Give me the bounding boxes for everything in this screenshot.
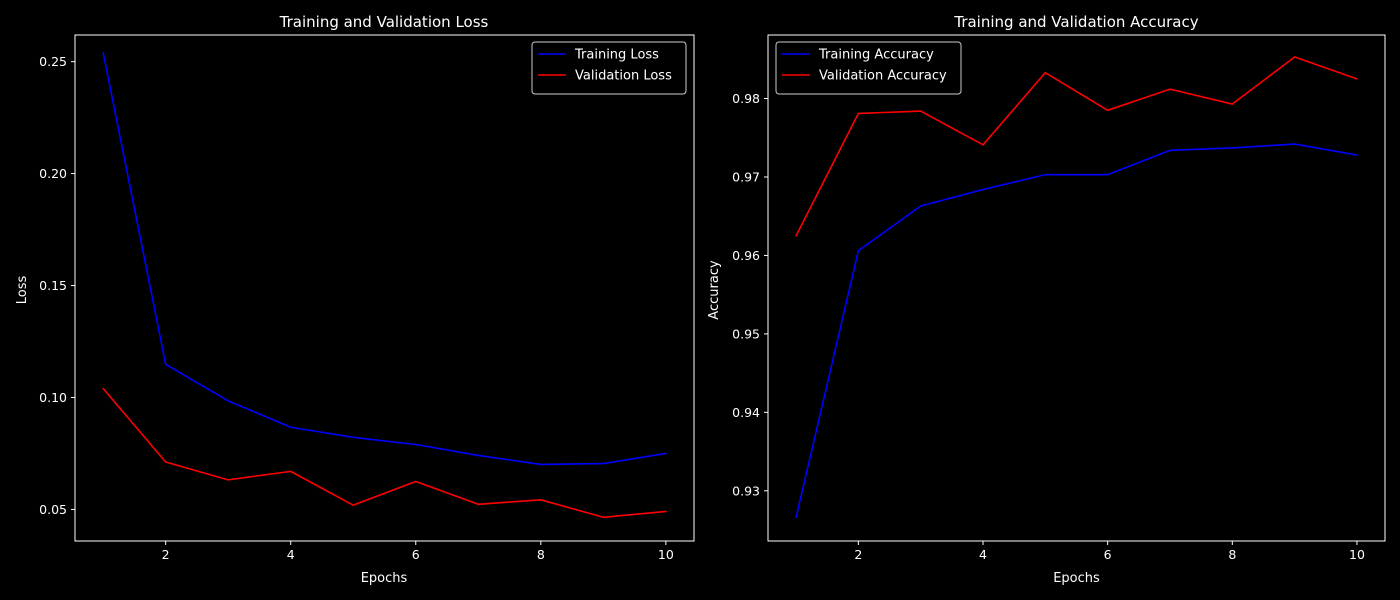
data-point — [1169, 149, 1171, 152]
series-line-validation-loss — [102, 388, 666, 519]
y-tick-label: 0.97 — [732, 169, 760, 184]
y-tick-label: 0.93 — [732, 483, 760, 498]
data-point — [1356, 78, 1358, 80]
series-line-training-accuracy — [795, 143, 1358, 518]
y-tick-label: 0.05 — [39, 502, 67, 517]
series-lines — [795, 56, 1358, 519]
data-point — [857, 249, 860, 252]
x-tick-label: 4 — [979, 547, 987, 562]
legend: Training Accuracy Validation Accuracy — [775, 41, 962, 95]
plot-frame — [767, 34, 1386, 542]
data-point — [477, 454, 480, 457]
data-point — [164, 461, 167, 463]
y-tick-label: 0.10 — [39, 390, 67, 405]
x-tick-label: 4 — [287, 547, 295, 562]
data-point — [1293, 143, 1296, 145]
data-point — [857, 112, 860, 115]
y-tick-label: 0.96 — [732, 248, 760, 263]
data-point — [1044, 71, 1047, 74]
data-point — [289, 426, 292, 429]
y-tick-label: 0.25 — [39, 54, 67, 69]
data-point — [540, 463, 542, 466]
data-point — [795, 516, 797, 519]
data-point — [665, 452, 667, 455]
data-point — [602, 516, 605, 519]
x-tick-label: 8 — [1228, 547, 1236, 562]
data-point — [1231, 147, 1234, 149]
x-tick-label: 10 — [1349, 547, 1365, 562]
data-point — [1169, 88, 1171, 90]
series-lines — [102, 51, 667, 519]
data-point — [414, 443, 417, 446]
data-point — [227, 479, 229, 481]
data-point — [982, 144, 984, 146]
data-point — [602, 462, 605, 465]
data-point — [414, 480, 417, 483]
legend-box — [531, 41, 687, 95]
y-axis-label: Loss — [15, 276, 30, 305]
legend-label: Training Accuracy — [818, 48, 934, 63]
x-tick-label: 2 — [162, 547, 170, 562]
data-point — [665, 510, 667, 513]
legend-label: Validation Loss — [575, 69, 672, 84]
loss-chart: Training and Validation Loss Epochs Loss… — [15, 13, 695, 586]
x-tick-label: 2 — [854, 547, 862, 562]
data-point — [289, 470, 292, 473]
y-tick-label: 0.95 — [732, 326, 760, 341]
y-tick-label: 0.98 — [732, 91, 760, 106]
chart-title: Training and Validation Accuracy — [953, 13, 1198, 31]
x-tick-label: 6 — [1104, 547, 1112, 562]
series-line-validation-accuracy — [795, 56, 1358, 237]
data-point — [102, 51, 104, 54]
legend-label: Validation Accuracy — [819, 69, 947, 84]
data-point — [919, 205, 922, 207]
data-point — [1356, 154, 1358, 156]
axis-ticks: 2 4 6 8 10 0.93 0.94 0.95 0.96 0.97 0.98 — [732, 91, 1365, 562]
data-point — [1106, 173, 1109, 176]
y-tick-label: 0.94 — [732, 405, 760, 420]
data-point — [982, 188, 984, 191]
data-point — [919, 110, 922, 112]
series-line-training-loss — [102, 52, 666, 466]
accuracy-chart: Training and Validation Accuracy Epochs … — [707, 13, 1386, 586]
data-point — [1231, 103, 1234, 105]
data-point — [352, 436, 355, 439]
data-point — [227, 400, 229, 402]
y-tick-label: 0.20 — [39, 166, 67, 181]
plot-frame — [74, 34, 695, 542]
y-tick-label: 0.15 — [39, 278, 67, 293]
data-point — [795, 235, 797, 237]
data-point — [1106, 109, 1109, 112]
data-point — [477, 503, 480, 506]
legend: Training Loss Validation Loss — [531, 41, 687, 95]
chart-title: Training and Validation Loss — [279, 13, 489, 31]
x-tick-label: 8 — [537, 547, 545, 562]
x-tick-label: 6 — [412, 547, 420, 562]
data-point — [352, 504, 355, 506]
data-point — [1293, 56, 1296, 58]
x-tick-label: 10 — [658, 547, 674, 562]
legend-box — [775, 41, 962, 95]
data-point — [164, 363, 167, 366]
x-axis-label: Epochs — [1053, 571, 1100, 586]
data-point — [540, 499, 542, 501]
axis-ticks: 2 4 6 8 10 0.05 0.10 0.15 0.20 0.25 — [39, 54, 674, 562]
data-point — [1044, 173, 1047, 176]
data-point — [102, 387, 104, 390]
legend-label: Training Loss — [574, 48, 659, 63]
x-axis-label: Epochs — [361, 571, 408, 586]
y-axis-label: Accuracy — [707, 260, 722, 320]
